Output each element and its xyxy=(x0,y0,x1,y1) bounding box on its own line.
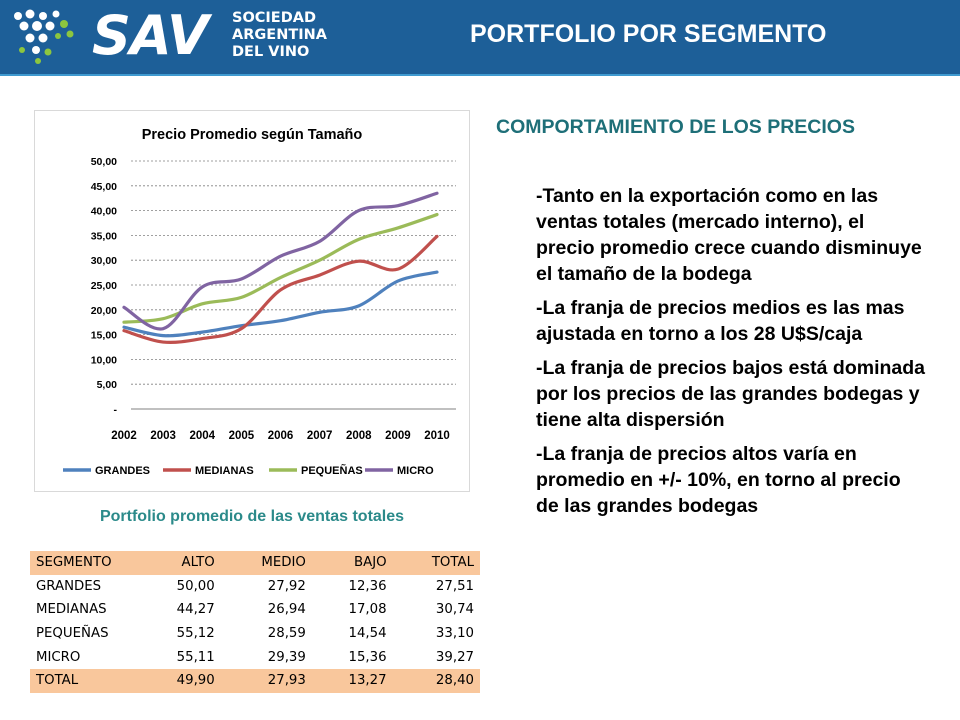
value-cell: 33,10 xyxy=(435,626,474,642)
legend-label: PEQUEÑAS xyxy=(301,464,363,477)
org-name: SOCIEDAD ARGENTINA DEL VINO xyxy=(232,10,327,60)
chart-plot: - 5,00 10,00 15,00 20,00 25,00 30,00 35,00 40,00… xyxy=(63,156,456,477)
y-tick-label: 30,00 xyxy=(91,255,117,267)
y-tick-label: 15,00 xyxy=(91,330,117,342)
value-cell: 26,94 xyxy=(267,602,306,618)
total-cell: 27,93 xyxy=(220,668,312,693)
total-cell: 13,27 xyxy=(311,668,393,693)
bullet-item: -Tanto en la exportación como en las ven… xyxy=(536,185,922,285)
value-cell: 44,27 xyxy=(176,602,215,618)
header-cell: TOTAL xyxy=(392,551,480,575)
y-tick-label: - xyxy=(114,404,118,416)
y-tick-label: 25,00 xyxy=(91,280,117,292)
value-cell: 55,11 xyxy=(176,649,215,665)
segment-cell: MICRO xyxy=(36,649,81,665)
portfolio-table: SEGMENTO ALTO MEDIO BAJO TOTAL GRANDES 50… xyxy=(30,551,480,693)
x-tick-label: 2005 xyxy=(229,430,255,442)
y-tick-label: 35,00 xyxy=(91,230,117,242)
value-cell: 17,08 xyxy=(348,602,387,618)
section-subtitle: COMPORTAMIENTO DE LOS PRECIOS xyxy=(496,116,855,138)
line-chart: Precio Promedio según Tamaño - 5,00 10,00 1… xyxy=(34,110,470,492)
value-cell: 39,27 xyxy=(435,649,474,665)
table-header-row: SEGMENTO ALTO MEDIO BAJO TOTAL xyxy=(30,551,480,575)
header-cell: SEGMENTO xyxy=(30,551,140,575)
page-title: PORTFOLIO POR SEGMENTO xyxy=(470,20,827,48)
table-total-row: TOTAL 49,90 27,93 13,27 28,40 xyxy=(30,668,480,693)
header-cell: BAJO xyxy=(311,551,393,575)
legend-label: MICRO xyxy=(397,465,434,477)
value-cell: 27,92 xyxy=(267,578,306,594)
bullet-item: -La franja de precios altos varía en pro… xyxy=(536,443,901,517)
total-cell: 28,40 xyxy=(392,668,480,693)
header-cell: ALTO xyxy=(140,551,221,575)
table-row: GRANDES 50,00 27,92 12,36 27,51 xyxy=(30,575,480,599)
bullet-item: -La franja de precios medios es las mas … xyxy=(536,297,905,345)
grape-logo-icon xyxy=(14,9,74,64)
chart-title: Precio Promedio según Tamaño xyxy=(141,127,363,143)
bullet-list: -Tanto en la exportación como en las ven… xyxy=(536,183,926,527)
x-tick-label: 2009 xyxy=(385,430,411,442)
bullet-item: -La franja de precios bajos está dominad… xyxy=(536,357,926,431)
value-cell: 55,12 xyxy=(176,626,215,642)
y-tick-label: 40,00 xyxy=(91,206,117,218)
value-cell: 30,74 xyxy=(435,602,474,618)
x-tick-label: 2010 xyxy=(424,430,450,442)
value-cell: 27,51 xyxy=(435,578,474,594)
table-row: PEQUEÑAS 55,12 28,59 14,54 33,10 xyxy=(30,622,480,646)
value-cell: 15,36 xyxy=(348,649,387,665)
series-line-medianas xyxy=(122,234,439,344)
y-tick-label: 10,00 xyxy=(91,354,117,366)
legend-label: GRANDES xyxy=(95,465,150,477)
value-cell: 12,36 xyxy=(348,578,387,594)
series-line-micro xyxy=(122,191,439,331)
header-divider xyxy=(0,74,960,76)
x-tick-label: 2003 xyxy=(150,430,176,442)
y-tick-label: 45,00 xyxy=(91,181,117,193)
value-cell: 50,00 xyxy=(176,578,215,594)
series-line-pequeñas xyxy=(122,212,439,324)
value-cell: 28,59 xyxy=(267,626,306,642)
table-row: MICRO 55,11 29,39 15,36 39,27 xyxy=(30,645,480,669)
x-tick-label: 2002 xyxy=(111,430,137,442)
total-cell: 49,90 xyxy=(140,668,221,693)
x-tick-label: 2008 xyxy=(346,430,372,442)
value-cell: 29,39 xyxy=(267,649,306,665)
table-caption: Portfolio promedio de las ventas totales xyxy=(99,508,405,525)
table-row: MEDIANAS 44,27 26,94 17,08 30,74 xyxy=(30,598,480,622)
segment-cell: MEDIANAS xyxy=(36,602,107,618)
y-tick-label: 50,00 xyxy=(91,156,117,168)
header-cell: MEDIO xyxy=(220,551,312,575)
value-cell: 14,54 xyxy=(348,626,387,642)
y-tick-label: 20,00 xyxy=(91,305,117,317)
header-bar: SAV SOCIEDAD ARGENTINA DEL VINO PORTFOLI… xyxy=(0,0,960,74)
legend-label: MEDIANAS xyxy=(195,465,254,477)
x-tick-label: 2006 xyxy=(268,430,294,442)
brand-logo-text: SAV xyxy=(92,4,209,67)
segment-cell: GRANDES xyxy=(36,578,102,594)
x-tick-label: 2007 xyxy=(307,430,333,442)
segment-cell: PEQUEÑAS xyxy=(36,626,109,642)
y-tick-label: 5,00 xyxy=(97,379,118,391)
x-tick-label: 2004 xyxy=(189,430,215,442)
series-line-grandes xyxy=(122,270,439,338)
total-cell: TOTAL xyxy=(30,668,140,693)
